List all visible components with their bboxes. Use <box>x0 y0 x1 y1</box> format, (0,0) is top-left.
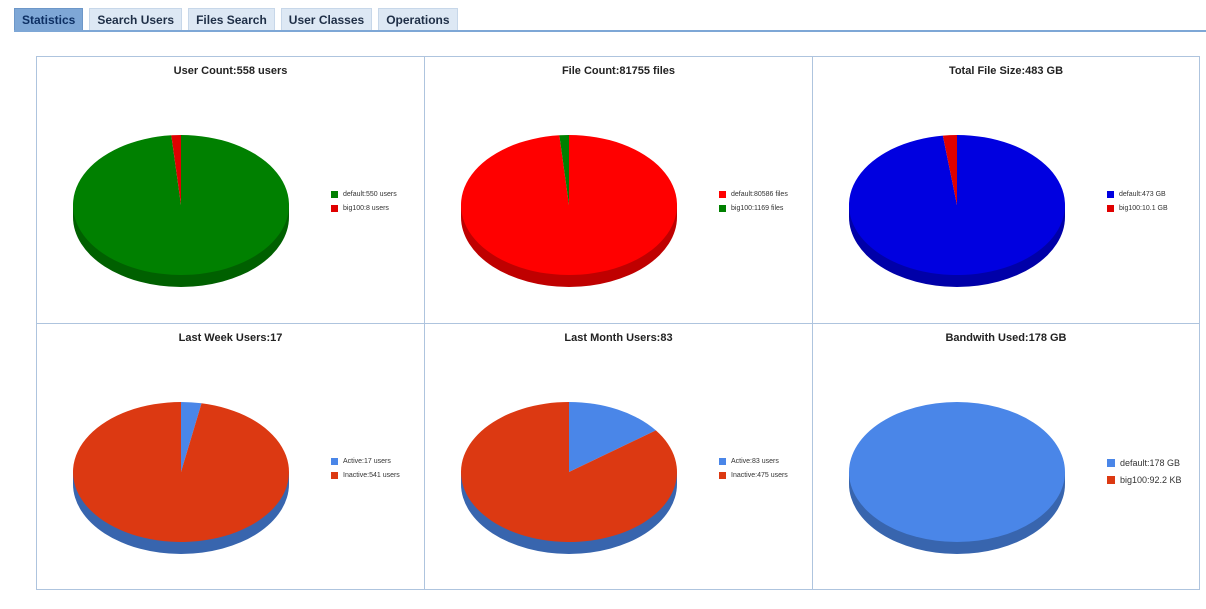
tab-underline <box>14 30 1206 32</box>
chart-legend-bandwith-used: default:178 GB big100:92.2 KB <box>1107 454 1182 488</box>
pie-slice <box>171 135 181 205</box>
legend-item: default:80586 files <box>719 187 788 201</box>
chart-legend-total-file-size: default:473 GB big100:10.1 GB <box>1107 187 1168 215</box>
legend-item: default:178 GB <box>1107 454 1182 471</box>
legend-label: default:178 GB <box>1120 457 1181 468</box>
legend-swatch <box>719 457 726 465</box>
legend-swatch <box>719 190 726 198</box>
legend-item: Inactive:475 users <box>719 468 788 482</box>
legend-label: Inactive:475 users <box>731 471 788 479</box>
chart-cell-user-count: User Count:558 users default:550 users b… <box>37 57 425 324</box>
tab-statistics[interactable]: Statistics <box>14 8 84 30</box>
chart-cell-file-count: File Count:81755 files default:80586 fil… <box>425 57 813 324</box>
legend-label: big100:1169 files <box>731 204 784 212</box>
pie-slice <box>181 402 202 472</box>
legend-label: default:80586 files <box>731 190 788 198</box>
legend-swatch <box>1107 458 1115 467</box>
tab-operations[interactable]: Operations <box>378 8 458 30</box>
pie-slice <box>559 135 569 205</box>
legend-item: Active:83 users <box>719 454 788 468</box>
legend-label: big100:92.2 KB <box>1120 474 1182 485</box>
legend-item: default:550 users <box>331 187 397 201</box>
legend-item: default:473 GB <box>1107 187 1168 201</box>
chart-title-total-file-size: Total File Size:483 GB <box>948 65 1064 77</box>
legend-label: Inactive:541 users <box>343 471 400 479</box>
legend-swatch <box>331 471 338 479</box>
pie-chart-file-count <box>461 135 677 287</box>
legend-label: Active:83 users <box>731 457 779 465</box>
chart-cell-total-file-size: Total File Size:483 GB default:473 GB bi… <box>813 57 1199 324</box>
statistics-panel: User Count:558 users default:550 users b… <box>36 56 1200 590</box>
legend-label: default:473 GB <box>1119 190 1166 198</box>
chart-title-user-count: User Count:558 users <box>173 65 288 77</box>
legend-item: big100:10.1 GB <box>1107 201 1168 215</box>
legend-swatch <box>331 457 338 465</box>
legend-label: Active:17 users <box>343 457 391 465</box>
chart-legend-user-count: default:550 users big100:8 users <box>331 187 397 215</box>
pie-slice <box>461 402 677 542</box>
legend-item: big100:8 users <box>331 201 397 215</box>
chart-cell-last-month-users: Last Month Users:83 Active:83 users Inac… <box>425 324 813 589</box>
legend-label: big100:8 users <box>343 204 389 212</box>
legend-item: Active:17 users <box>331 454 400 468</box>
pie-chart-user-count <box>72 135 289 287</box>
chart-legend-last-month-users: Active:83 users Inactive:475 users <box>719 454 788 482</box>
pie-chart-last-week-users <box>72 402 289 554</box>
legend-swatch <box>1107 190 1114 198</box>
legend-swatch <box>331 204 338 212</box>
chart-title-last-week-users: Last Week Users:17 <box>178 332 283 344</box>
legend-swatch <box>1107 204 1114 212</box>
tab-bar: Statistics Search Users Files Search Use… <box>14 8 458 30</box>
legend-label: big100:10.1 GB <box>1119 204 1168 212</box>
tab-files-search[interactable]: Files Search <box>188 8 275 30</box>
legend-swatch <box>331 190 338 198</box>
chart-title-file-count: File Count:81755 files <box>561 65 676 77</box>
chart-legend-last-week-users: Active:17 users Inactive:541 users <box>331 454 400 482</box>
legend-swatch <box>1107 475 1115 484</box>
pie-chart-bandwith-used <box>849 402 1065 554</box>
tab-user-classes[interactable]: User Classes <box>280 8 373 30</box>
legend-label: default:550 users <box>343 190 397 198</box>
chart-cell-last-week-users: Last Week Users:17 Active:17 users Inact… <box>37 324 425 589</box>
chart-cell-bandwith-used: Bandwith Used:178 GB default:178 GB big1… <box>813 324 1199 589</box>
pie-slice <box>72 402 289 542</box>
legend-swatch <box>719 204 726 212</box>
pie-chart-last-month-users <box>461 402 677 554</box>
chart-legend-file-count: default:80586 files big100:1169 files <box>719 187 788 215</box>
legend-item: big100:1169 files <box>719 201 788 215</box>
chart-title-last-month-users: Last Month Users:83 <box>564 332 673 344</box>
pie-chart-total-file-size <box>849 135 1065 287</box>
legend-item: big100:92.2 KB <box>1107 471 1182 488</box>
pie-slice <box>942 135 957 205</box>
legend-swatch <box>719 471 726 479</box>
legend-item: Inactive:541 users <box>331 468 400 482</box>
tab-search-users[interactable]: Search Users <box>89 8 183 30</box>
pie-slice <box>569 402 656 472</box>
chart-title-bandwith-used: Bandwith Used:178 GB <box>945 332 1067 344</box>
pie-slice <box>72 135 289 275</box>
